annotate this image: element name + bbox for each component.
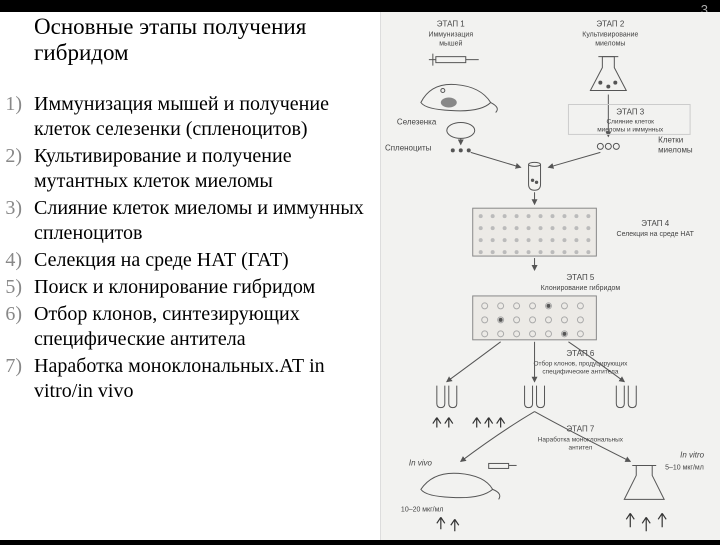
stage3-title: ЭТАП 3 bbox=[616, 107, 644, 116]
label-myeloma2: миеломы bbox=[658, 145, 693, 154]
list-item: 4) Селекция на среде НАТ (ГАТ) bbox=[0, 248, 380, 273]
stage3-sub2: миеломы и иммунных bbox=[597, 126, 664, 133]
label-splenocytes: Спленоциты bbox=[385, 143, 432, 152]
stage5-sub: Клонирование гибридом bbox=[541, 284, 621, 292]
stage2-sub1: Культивирование bbox=[582, 32, 638, 39]
list-number: 4) bbox=[0, 248, 28, 273]
antibody-icons bbox=[433, 418, 505, 428]
list-item: 7) Наработка моноклональных.АТ in vitro/… bbox=[0, 354, 380, 404]
list-item: 5) Поиск и клонирование гибридом bbox=[0, 275, 380, 300]
stage5-title: ЭТАП 5 bbox=[566, 273, 594, 282]
slide: 3 Основные этапы получения гибридом 1) И… bbox=[0, 0, 720, 540]
syringe2-icon bbox=[489, 463, 517, 468]
label-spleen: Селезенка bbox=[397, 117, 437, 126]
tube-cluster-3-icon bbox=[616, 386, 636, 408]
mouse-invivo-icon bbox=[421, 473, 500, 499]
flask-icon bbox=[590, 57, 626, 91]
list-number: 1) bbox=[0, 92, 28, 142]
tube-cluster-1-icon bbox=[437, 386, 457, 408]
list-text: Отбор клонов, синтезирующих специфически… bbox=[28, 302, 380, 352]
list-text: Поиск и клонирование гибридом bbox=[28, 275, 380, 300]
stage1-sub2: мышей bbox=[439, 40, 462, 48]
process-diagram: ЭТАП 1 Иммунизация мышей ЭТАП 2 Культиви… bbox=[380, 12, 720, 540]
stage7-sub2: антител bbox=[569, 444, 593, 451]
top-bar bbox=[0, 0, 720, 12]
stage6-sub1: Отбор клонов, продуцирующих bbox=[533, 360, 628, 368]
splenocyte-cells-icon bbox=[451, 148, 471, 152]
list-item: 1) Иммунизация мышей и получение клеток … bbox=[0, 92, 380, 142]
stage4-title: ЭТАП 4 bbox=[641, 219, 669, 228]
plate-hat-icon bbox=[473, 208, 597, 256]
label-invitro: In vitro bbox=[680, 450, 704, 459]
label-invivo-conc: 10–20 мкг/мл bbox=[401, 506, 444, 513]
syringe-icon bbox=[429, 54, 479, 66]
stage2-sub2: миеломы bbox=[595, 41, 625, 48]
stage7-title: ЭТАП 7 bbox=[566, 425, 594, 434]
list-number: 3) bbox=[0, 196, 28, 246]
list-text: Слияние клеток миеломы и иммунных сплено… bbox=[28, 196, 380, 246]
label-invitro-conc: 5–10 мкг/мл bbox=[665, 464, 704, 471]
label-myeloma1: Клетки bbox=[658, 135, 683, 144]
spleen-shape-icon bbox=[447, 122, 475, 138]
numbered-list: 1) Иммунизация мышей и получение клеток … bbox=[0, 92, 380, 406]
mouse-icon bbox=[421, 84, 497, 112]
list-item: 6) Отбор клонов, синтезирующих специфиче… bbox=[0, 302, 380, 352]
stage1-title: ЭТАП 1 bbox=[437, 20, 465, 29]
list-text: Культивирование и получение мутантных кл… bbox=[28, 144, 380, 194]
list-number: 2) bbox=[0, 144, 28, 194]
stage4-sub: Селекция на среде НАТ bbox=[617, 231, 695, 238]
list-item: 2) Культивирование и получение мутантных… bbox=[0, 144, 380, 194]
tube-icon bbox=[529, 162, 541, 190]
stage3-sub1: Слияние клеток bbox=[606, 118, 654, 125]
label-invivo: In vivo bbox=[409, 458, 433, 467]
list-text: Селекция на среде НАТ (ГАТ) bbox=[28, 248, 380, 273]
flask-invitro-icon bbox=[624, 465, 664, 499]
plate-clone-icon bbox=[473, 296, 597, 340]
stage2-title: ЭТАП 2 bbox=[596, 20, 624, 29]
list-number: 5) bbox=[0, 275, 28, 300]
list-text: Наработка моноклональных.АТ in vitro/in … bbox=[28, 354, 380, 404]
list-number: 6) bbox=[0, 302, 28, 352]
tube-cluster-2-icon bbox=[525, 386, 545, 408]
myeloma-cells-icon bbox=[597, 143, 619, 149]
page-title: Основные этапы получения гибридом bbox=[34, 14, 374, 67]
list-text: Иммунизация мышей и получение клеток сел… bbox=[28, 92, 380, 142]
list-number: 7) bbox=[0, 354, 28, 404]
diagram-svg: ЭТАП 1 Иммунизация мышей ЭТАП 2 Культиви… bbox=[381, 12, 720, 540]
list-item: 3) Слияние клеток миеломы и иммунных спл… bbox=[0, 196, 380, 246]
stage1-sub1: Иммунизация bbox=[428, 32, 473, 39]
final-antibody-icons bbox=[437, 513, 666, 531]
